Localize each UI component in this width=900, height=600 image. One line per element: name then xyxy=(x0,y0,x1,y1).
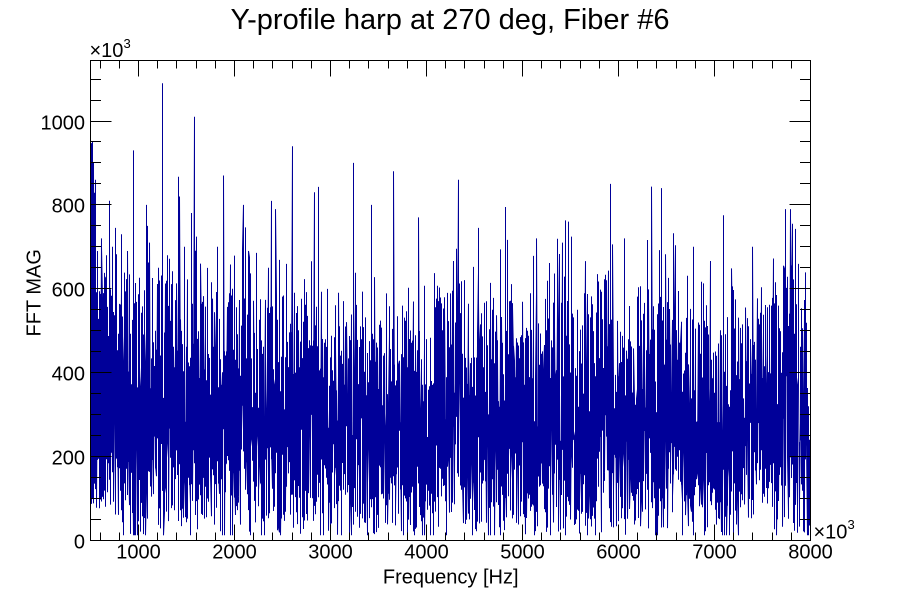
svg-text:7000: 7000 xyxy=(692,541,737,563)
svg-text:4000: 4000 xyxy=(404,541,449,563)
svg-text:Y-profile harp at 270 deg, Fib: Y-profile harp at 270 deg, Fiber #6 xyxy=(230,4,669,36)
svg-text:0: 0 xyxy=(74,532,85,554)
svg-text:200: 200 xyxy=(52,448,85,470)
svg-text:FFT MAG: FFT MAG xyxy=(24,249,46,336)
svg-text:3000: 3000 xyxy=(308,541,353,563)
svg-text:8000: 8000 xyxy=(788,541,833,563)
svg-text:600: 600 xyxy=(52,280,85,302)
svg-text:Frequency [Hz]: Frequency [Hz] xyxy=(383,567,519,589)
svg-text:800: 800 xyxy=(52,196,85,218)
svg-text:1000: 1000 xyxy=(41,113,86,135)
svg-text:400: 400 xyxy=(52,364,85,386)
svg-text:2000: 2000 xyxy=(212,541,257,563)
svg-text:1000: 1000 xyxy=(116,541,161,563)
svg-text:6000: 6000 xyxy=(596,541,641,563)
svg-text:5000: 5000 xyxy=(500,541,545,563)
